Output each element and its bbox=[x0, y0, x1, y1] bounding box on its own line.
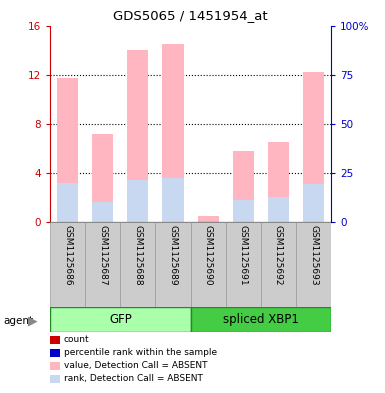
Bar bbox=[92, 202, 113, 222]
Bar bbox=[85, 222, 120, 309]
Text: GSM1125692: GSM1125692 bbox=[274, 225, 283, 285]
Text: GSM1125691: GSM1125691 bbox=[239, 225, 248, 285]
Title: GDS5065 / 1451954_at: GDS5065 / 1451954_at bbox=[113, 9, 268, 22]
Bar bbox=[127, 50, 148, 222]
Text: value, Detection Call = ABSENT: value, Detection Call = ABSENT bbox=[64, 362, 207, 370]
Bar bbox=[261, 222, 296, 309]
Bar bbox=[303, 184, 324, 222]
Bar bbox=[191, 222, 226, 309]
Text: GSM1125688: GSM1125688 bbox=[133, 225, 142, 285]
Text: GFP: GFP bbox=[109, 313, 132, 326]
Bar bbox=[156, 222, 191, 309]
Text: GSM1125690: GSM1125690 bbox=[204, 225, 213, 285]
Bar bbox=[162, 178, 184, 222]
Bar bbox=[50, 307, 191, 332]
Bar bbox=[92, 134, 113, 222]
Text: GSM1125686: GSM1125686 bbox=[63, 225, 72, 285]
Text: percentile rank within the sample: percentile rank within the sample bbox=[64, 349, 217, 357]
Bar bbox=[50, 222, 85, 309]
Bar bbox=[191, 307, 331, 332]
Bar bbox=[127, 180, 148, 222]
Bar bbox=[226, 222, 261, 309]
Text: GSM1125693: GSM1125693 bbox=[309, 225, 318, 285]
Text: rank, Detection Call = ABSENT: rank, Detection Call = ABSENT bbox=[64, 375, 203, 383]
Text: count: count bbox=[64, 336, 89, 344]
Bar bbox=[303, 72, 324, 222]
Bar bbox=[121, 222, 156, 309]
Bar bbox=[268, 142, 289, 222]
Bar bbox=[57, 78, 78, 222]
Bar bbox=[268, 197, 289, 222]
Bar bbox=[57, 183, 78, 222]
Text: spliced XBP1: spliced XBP1 bbox=[223, 313, 299, 326]
Text: ▶: ▶ bbox=[28, 314, 38, 328]
Bar bbox=[162, 44, 184, 222]
Text: agent: agent bbox=[4, 316, 34, 326]
Bar bbox=[233, 200, 254, 222]
Text: GSM1125689: GSM1125689 bbox=[169, 225, 177, 285]
Bar bbox=[198, 216, 219, 222]
Bar bbox=[296, 222, 331, 309]
Text: GSM1125687: GSM1125687 bbox=[98, 225, 107, 285]
Bar bbox=[233, 151, 254, 222]
